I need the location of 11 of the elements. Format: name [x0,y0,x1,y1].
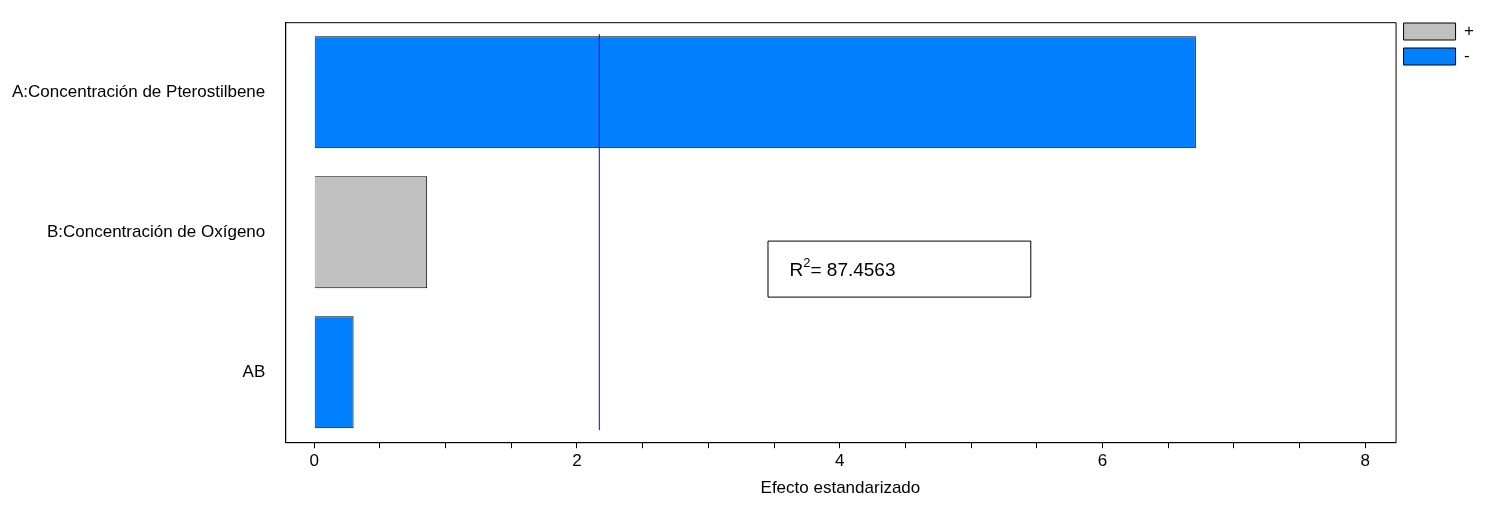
x-tick-label: 0 [309,451,319,471]
x-tick-label: 8 [1360,451,1371,471]
y-tick-label: A:Concentración de Pterostilbene [12,81,266,101]
x-tick-label: 6 [1097,451,1108,471]
x-tick-label: 2 [572,451,582,471]
legend-label: - [1464,46,1470,66]
x-tick-label: 4 [835,451,845,471]
legend-label: + [1464,21,1475,41]
x-axis-title: Efecto estandarizado [760,478,921,498]
y-tick-label: B:Concentración de Oxígeno [46,221,266,241]
y-tick-label: AB [242,361,266,381]
